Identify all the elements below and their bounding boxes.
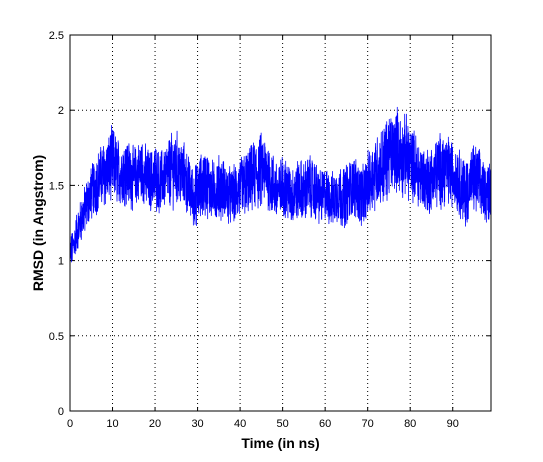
x-tick-label: 50: [277, 418, 289, 430]
x-tick-label: 0: [67, 418, 73, 430]
y-tick-label: 2.5: [49, 30, 64, 42]
x-tick-label: 70: [362, 418, 374, 430]
y-tick-label: 1.5: [49, 180, 64, 192]
grid-lines: [70, 35, 491, 411]
series-group: [69, 106, 492, 263]
y-tick-label: 1: [58, 256, 64, 268]
x-tick-label: 40: [234, 418, 246, 430]
x-tick-label: 30: [191, 418, 203, 430]
x-tick-label: 10: [106, 418, 118, 430]
x-tick-label: 90: [447, 418, 459, 430]
x-tick-label: 60: [319, 418, 331, 430]
x-axis-title: Time (in ns): [241, 435, 319, 451]
y-tick-label: 0.5: [49, 331, 64, 343]
y-axis-ticks: 0 0.5 1 1.5 2 2.5: [49, 30, 491, 418]
x-tick-label: 80: [404, 418, 416, 430]
y-axis-title: RMSD (in Angstrom): [30, 155, 46, 291]
y-tick-label: 2: [58, 105, 64, 117]
series-line: [69, 106, 492, 263]
x-tick-label: 20: [149, 418, 161, 430]
y-tick-label: 0: [58, 406, 64, 418]
x-axis-ticks: 0 10 20 30 40 50 60 70 80 90: [67, 35, 459, 430]
plot-frame: [69, 34, 492, 412]
